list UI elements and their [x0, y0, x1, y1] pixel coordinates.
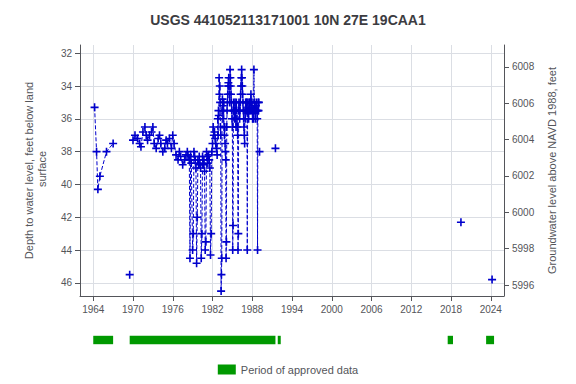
svg-text:2006: 2006 — [360, 304, 383, 315]
svg-text:2012: 2012 — [400, 304, 423, 315]
svg-text:Period of approved data: Period of approved data — [241, 364, 359, 376]
svg-text:2018: 2018 — [440, 304, 463, 315]
svg-text:1982: 1982 — [201, 304, 224, 315]
svg-text:36: 36 — [61, 113, 73, 124]
svg-text:42: 42 — [61, 212, 73, 223]
svg-text:40: 40 — [61, 179, 73, 190]
svg-text:5996: 5996 — [512, 280, 535, 291]
svg-text:32: 32 — [61, 48, 73, 59]
svg-text:1994: 1994 — [281, 304, 304, 315]
svg-text:surface: surface — [36, 151, 48, 190]
svg-text:5998: 5998 — [512, 243, 535, 254]
svg-text:2000: 2000 — [321, 304, 344, 315]
svg-text:46: 46 — [61, 277, 73, 288]
svg-text:44: 44 — [61, 245, 73, 256]
svg-text:1964: 1964 — [82, 304, 105, 315]
svg-text:Depth to water level, feet bel: Depth to water level, feet below land — [23, 82, 35, 259]
svg-text:1988: 1988 — [241, 304, 264, 315]
svg-text:6006: 6006 — [512, 98, 535, 109]
svg-text:6004: 6004 — [512, 134, 535, 145]
svg-text:34: 34 — [61, 81, 73, 92]
svg-text:38: 38 — [61, 146, 73, 157]
svg-text:USGS 441052113171001 10N 27E 1: USGS 441052113171001 10N 27E 19CAA1 — [150, 12, 426, 28]
svg-text:1976: 1976 — [162, 304, 185, 315]
svg-text:6008: 6008 — [512, 61, 535, 72]
svg-text:Groundwater level above NAVD 1: Groundwater level above NAVD 1988, feet — [546, 67, 558, 274]
svg-text:1970: 1970 — [122, 304, 145, 315]
svg-text:6000: 6000 — [512, 207, 535, 218]
svg-text:6002: 6002 — [512, 170, 535, 181]
svg-text:2024: 2024 — [480, 304, 503, 315]
